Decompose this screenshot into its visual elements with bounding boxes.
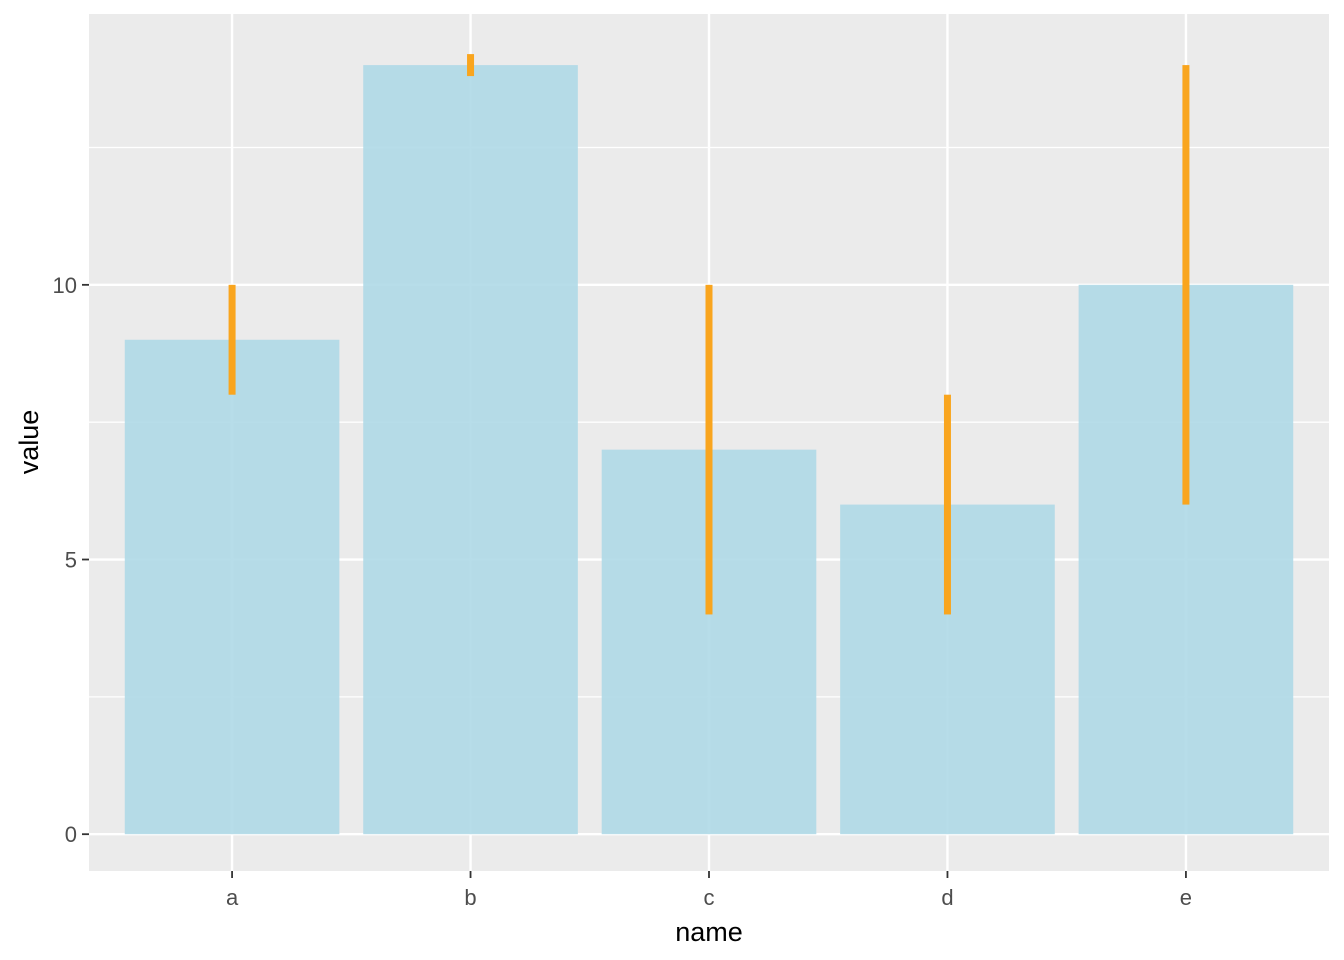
linerange-d bbox=[943, 394, 951, 615]
linerange-b bbox=[467, 54, 475, 77]
linerange-c bbox=[705, 284, 713, 615]
axis-tick-labels: 0 5 10 a b c d e bbox=[53, 273, 1193, 910]
axis-tick-marks bbox=[82, 283, 1187, 878]
x-tick-label-e: e bbox=[1180, 885, 1192, 910]
y-tick-label-5: 5 bbox=[65, 548, 77, 573]
x-tick-label-a: a bbox=[226, 885, 239, 910]
x-tick-label-c: c bbox=[704, 885, 715, 910]
y-axis-title: value bbox=[14, 410, 44, 475]
x-axis-title: name bbox=[675, 917, 743, 947]
y-tick-label-10: 10 bbox=[53, 273, 77, 298]
linerange-e bbox=[1182, 65, 1190, 505]
bars bbox=[124, 65, 1294, 835]
x-tick-label-d: d bbox=[941, 885, 953, 910]
bar-a bbox=[124, 339, 340, 835]
error-lineranges bbox=[228, 54, 1190, 615]
bar-b bbox=[363, 65, 578, 835]
y-tick-label-0: 0 bbox=[65, 822, 77, 847]
x-tick-label-b: b bbox=[464, 885, 476, 910]
linerange-a bbox=[228, 284, 236, 395]
